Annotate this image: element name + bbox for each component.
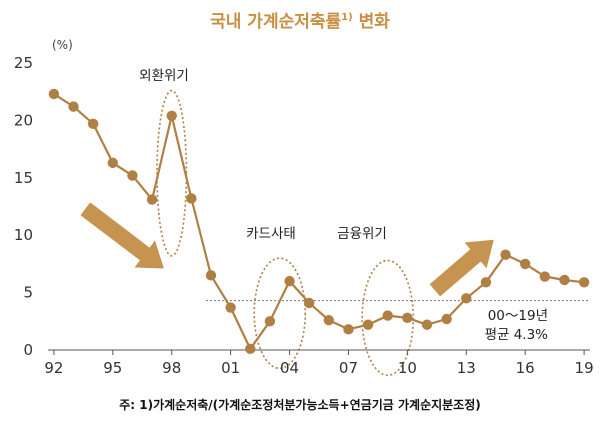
- x-tick-label: 13: [457, 359, 476, 377]
- event-label: 카드사태: [246, 226, 296, 242]
- x-axis-ticks: 92 95 98 01 04 07 10 13 16 19: [44, 350, 594, 377]
- series-line: [53, 93, 585, 350]
- x-tick-label: 01: [221, 359, 240, 377]
- data-point: [186, 193, 197, 204]
- data-point: [461, 293, 472, 304]
- trend-arrows: [80, 202, 494, 297]
- data-point: [166, 110, 177, 122]
- y-tick-label: 25: [14, 54, 33, 72]
- data-point: [559, 274, 570, 286]
- y-tick-label: 20: [14, 111, 33, 129]
- data-point: [539, 271, 551, 282]
- chart-title: 국내 가계순저축률1) 변화: [210, 12, 390, 32]
- x-tick-label: 04: [280, 359, 299, 377]
- y-tick-label: 5: [23, 284, 33, 302]
- data-point: [421, 319, 433, 330]
- data-point: [48, 88, 60, 100]
- data-point: [205, 270, 217, 281]
- x-tick-label: 16: [516, 359, 535, 377]
- event-ellipse: [253, 257, 307, 370]
- y-axis-ticks: 0 5 10 15 20 25: [14, 54, 33, 359]
- saving-rate-series: [48, 88, 590, 355]
- x-tick-label: 19: [575, 359, 594, 377]
- data-point: [362, 319, 374, 330]
- data-point: [303, 297, 315, 309]
- x-tick-label: 92: [44, 359, 63, 377]
- data-point: [441, 313, 452, 325]
- data-point: [578, 277, 590, 288]
- data-point: [245, 343, 256, 355]
- footnote: 주: 1)가계순저축/(가계순조정처분가능소득+연금기금 가계순지분조정): [119, 397, 481, 412]
- average-label-period: 00～19년: [488, 308, 548, 324]
- trend-arrow-down: [80, 202, 164, 269]
- data-point: [225, 302, 236, 313]
- average-label-value: 평균 4.3%: [485, 327, 549, 343]
- x-tick-label: 95: [103, 359, 122, 377]
- chart-title-superscript: 1): [341, 12, 353, 23]
- y-tick-label: 15: [14, 169, 33, 187]
- chart-title-suffix: 변화: [353, 12, 391, 32]
- data-point: [480, 277, 492, 288]
- data-point: [264, 316, 276, 327]
- y-axis-unit: (%): [52, 38, 73, 52]
- data-point: [519, 258, 531, 270]
- data-point: [68, 101, 79, 112]
- data-point: [323, 314, 335, 326]
- event-label: 금융위기: [337, 226, 387, 242]
- data-point: [343, 324, 354, 335]
- y-tick-label: 10: [14, 226, 33, 244]
- chart-title-main: 국내 가계순저축률: [210, 12, 341, 32]
- x-tick-label: 98: [162, 359, 181, 377]
- data-point: [146, 194, 158, 205]
- x-tick-label: 07: [339, 359, 358, 377]
- data-point: [127, 170, 138, 181]
- data-point: [500, 249, 511, 260]
- data-point: [382, 310, 393, 321]
- data-point: [87, 118, 99, 130]
- x-tick-label: 10: [398, 359, 417, 377]
- y-tick-label: 0: [23, 341, 33, 359]
- data-point: [284, 275, 295, 287]
- event-label: 외환위기: [139, 68, 189, 84]
- trend-arrow-up: [429, 239, 494, 297]
- event-ellipse: [361, 259, 415, 377]
- data-point: [107, 157, 119, 169]
- data-point: [402, 312, 413, 324]
